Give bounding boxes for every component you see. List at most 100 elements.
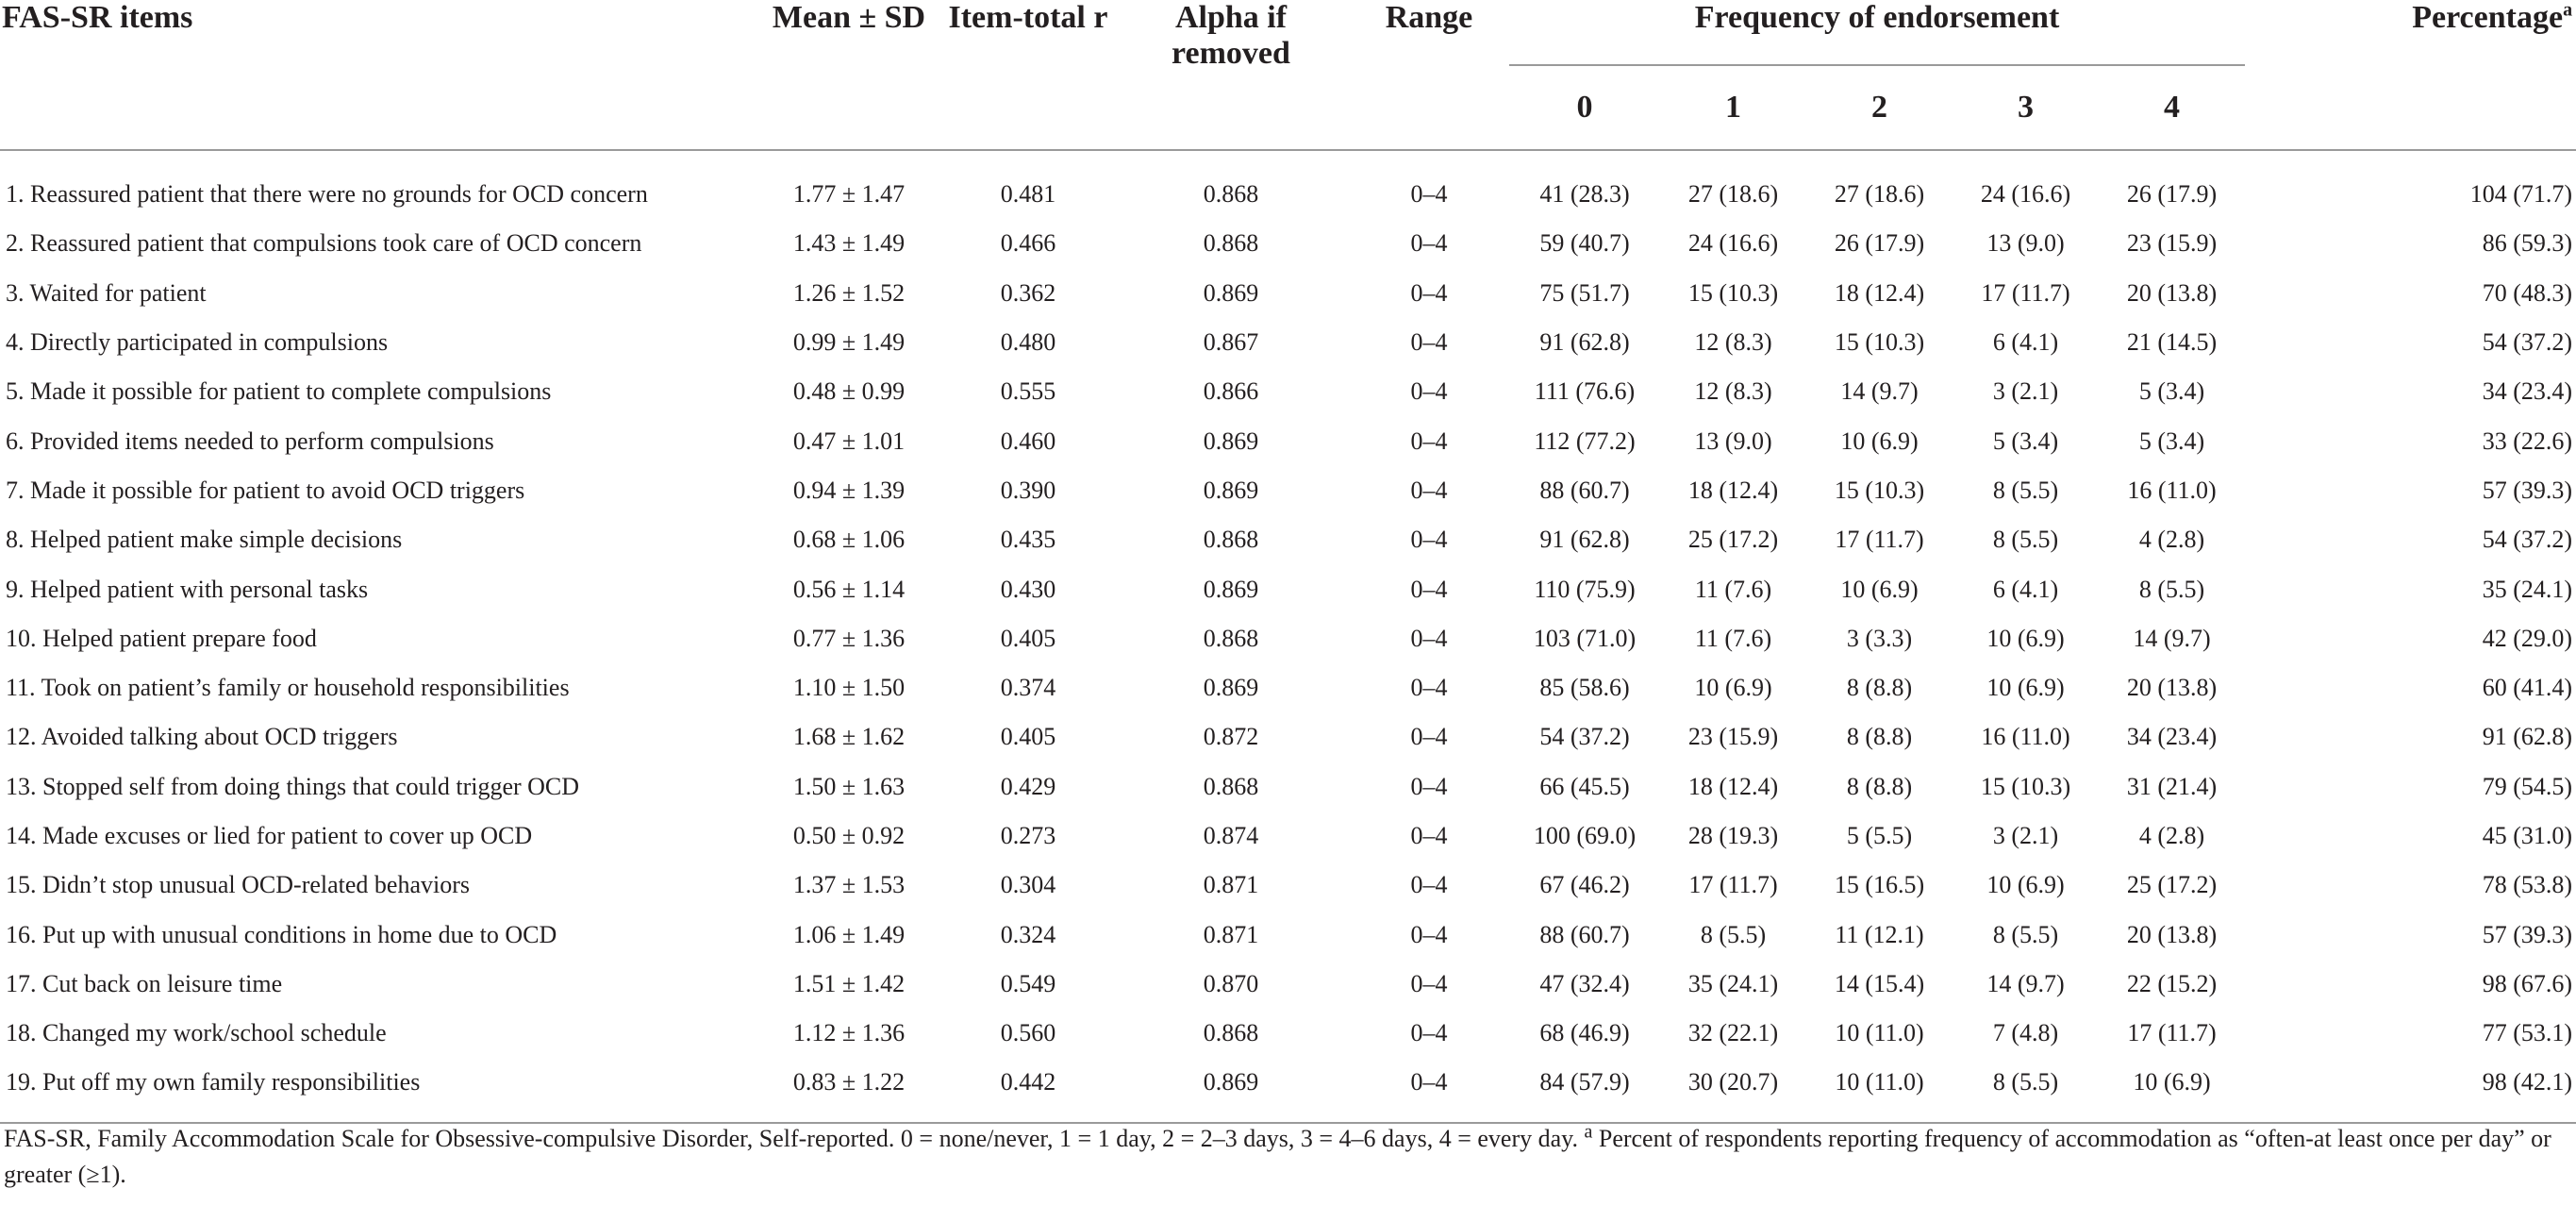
freq-3-cell: 8 (5.5): [1992, 526, 2059, 554]
freq-1-cell: 24 (16.6): [1687, 229, 1779, 258]
freq-3-cell: 14 (9.7): [1986, 969, 2065, 997]
footnote-marker: a: [1584, 1121, 1593, 1143]
freq-0-cell: 85 (58.6): [1539, 674, 1630, 702]
freq-0-cell: 68 (46.9): [1539, 1019, 1630, 1047]
mean-sd-cell: 0.50 ± 0.92: [792, 822, 906, 849]
table-row: 16. Put up with unusual conditions in ho…: [0, 910, 2576, 959]
alpha-cell: 0.868: [1203, 180, 1259, 209]
table-row: 11. Took on patient’s family or househol…: [0, 663, 2576, 712]
freq-1-cell: 12 (8.3): [1694, 377, 1772, 406]
item-cell: 6. Provided items needed to perform comp…: [6, 427, 494, 455]
item-cell: 14. Made excuses or lied for patient to …: [6, 822, 533, 849]
freq-2-cell: 10 (6.9): [1840, 427, 1919, 455]
percentage-cell: 70 (48.3): [2482, 278, 2573, 307]
item-total-cell: 0.555: [1000, 377, 1056, 406]
range-cell: 0–4: [1410, 278, 1448, 307]
range-cell: 0–4: [1410, 969, 1448, 997]
table-row: 2. Reassured patient that compulsions to…: [0, 219, 2576, 268]
freq-0-cell: 88 (60.7): [1539, 920, 1630, 948]
item-cell: 7. Made it possible for patient to avoid…: [6, 476, 525, 504]
item-cell: 2. Reassured patient that compulsions to…: [6, 229, 642, 258]
table-row: 5. Made it possible for patient to compl…: [0, 367, 2576, 416]
percentage-cell: 98 (42.1): [2245, 1058, 2576, 1125]
freq-3-cell: 3 (2.1): [1992, 377, 2059, 406]
freq-4-cell: 23 (15.9): [2126, 229, 2218, 258]
item-cell: 4. Directly participated in compulsions: [6, 328, 389, 357]
header-item: FAS-SR items: [0, 0, 755, 151]
freq-2-cell: 15 (16.5): [1834, 871, 1925, 899]
header-percentage-label: Percentage: [2412, 0, 2564, 35]
freq-1-cell: 18 (12.4): [1687, 476, 1779, 504]
range-cell: 0–4: [1410, 624, 1448, 652]
mean-sd-cell: 1.50 ± 1.63: [792, 772, 906, 800]
header-mean-sd: Mean ± SD: [755, 0, 943, 151]
percentage-cell: 86 (59.3): [2482, 229, 2573, 258]
freq-3-cell: 10 (6.9): [1986, 624, 2065, 652]
freq-2-cell: 8 (8.8): [1846, 674, 1913, 702]
table-row: 18. Changed my work/school schedule 1.12 …: [0, 1009, 2576, 1058]
freq-2-cell: 15 (10.3): [1834, 328, 1925, 357]
percentage-cell: 57 (39.3): [2482, 476, 2573, 504]
mean-sd-cell: 1.37 ± 1.53: [792, 871, 906, 899]
freq-2-cell: 14 (15.4): [1834, 969, 1925, 997]
table-row: 1. Reassured patient that there were no …: [0, 150, 2576, 219]
item-total-cell: 0.430: [1000, 575, 1056, 603]
freq-0-cell: 103 (71.0): [1533, 624, 1637, 652]
percentage-cell: 60 (41.4): [2482, 674, 2573, 702]
freq-0-cell: 110 (75.9): [1534, 575, 1636, 603]
header-percentage: Percentagea: [2245, 0, 2576, 151]
freq-2-cell: 11 (12.1): [1835, 920, 1924, 948]
percentage-cell: 54 (37.2): [2482, 328, 2573, 357]
alpha-cell: 0.867: [1203, 328, 1259, 357]
mean-sd-cell: 1.43 ± 1.49: [792, 229, 906, 258]
freq-0-cell: 88 (60.7): [1539, 476, 1630, 504]
percentage-cell: 42 (29.0): [2482, 624, 2573, 652]
freq-0-cell: 67 (46.2): [1539, 871, 1630, 899]
item-cell: 18. Changed my work/school schedule: [6, 1019, 387, 1047]
table-row: 10. Helped patient prepare food 0.77 ± 1.…: [0, 614, 2576, 663]
freq-0-cell: 75 (51.7): [1539, 278, 1630, 307]
freq-4-cell: 16 (11.0): [2127, 476, 2217, 504]
freq-2-cell: 8 (8.8): [1846, 772, 1913, 800]
table-row: 4. Directly participated in compulsions 0…: [0, 318, 2576, 367]
footnote-main: FAS-SR, Family Accommodation Scale for O…: [4, 1125, 1578, 1152]
freq-4-cell: 20 (13.8): [2126, 278, 2218, 307]
freq-1-cell: 10 (6.9): [1694, 674, 1772, 702]
item-total-cell: 0.405: [1000, 624, 1056, 652]
header-row-levels: 0 1 2 3 4: [0, 65, 2576, 151]
header-frequency: Frequency of endorsement: [1509, 0, 2246, 66]
freq-4-cell: 10 (6.9): [2099, 1058, 2246, 1125]
freq-4-cell: 5 (3.4): [2138, 377, 2205, 406]
freq-4-cell: 22 (15.2): [2126, 969, 2218, 997]
table-row: 17. Cut back on leisure time 1.51 ± 1.42 0…: [0, 960, 2576, 1009]
mean-sd-cell: 0.77 ± 1.36: [792, 624, 906, 652]
item-total-cell: 0.429: [1000, 772, 1056, 800]
freq-1-cell: 30 (20.7): [1660, 1058, 1806, 1125]
percentage-cell: 34 (23.4): [2482, 377, 2573, 406]
mean-sd-cell: 1.26 ± 1.52: [792, 278, 906, 307]
alpha-cell: 0.869: [1203, 575, 1259, 603]
freq-3-cell: 5 (3.4): [1992, 427, 2059, 455]
item-total-cell: 0.304: [1000, 871, 1056, 899]
alpha-cell: 0.869: [1203, 427, 1259, 455]
item-cell: 3. Waited for patient: [6, 278, 207, 307]
freq-1-cell: 18 (12.4): [1687, 772, 1779, 800]
percentage-cell: 91 (62.8): [2482, 723, 2573, 751]
freq-0-cell: 47 (32.4): [1539, 969, 1630, 997]
alpha-cell: 0.869: [1203, 476, 1259, 504]
freq-3-cell: 10 (6.9): [1986, 871, 2065, 899]
freq-1-cell: 11 (7.6): [1694, 575, 1772, 603]
freq-1-cell: 35 (24.1): [1687, 969, 1779, 997]
range-cell: 0–4: [1410, 526, 1448, 554]
header-range: Range: [1349, 0, 1509, 151]
item-total-cell: 0.390: [1000, 476, 1056, 504]
freq-0-cell: 91 (62.8): [1539, 526, 1630, 554]
range-cell: 0–4: [1410, 1019, 1448, 1047]
freq-1-cell: 28 (19.3): [1687, 822, 1779, 849]
table-row: 19. Put off my own family responsibiliti…: [0, 1058, 2576, 1125]
item-total-cell: 0.273: [1000, 822, 1056, 849]
freq-4-cell: 26 (17.9): [2126, 180, 2218, 209]
percentage-cell: 33 (22.6): [2482, 427, 2573, 455]
alpha-cell: 0.872: [1203, 723, 1259, 751]
